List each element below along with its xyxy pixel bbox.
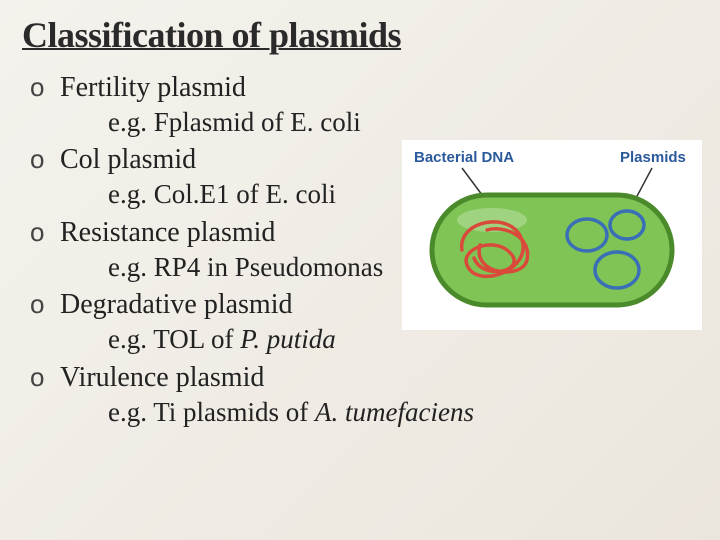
bacteria-diagram: Bacterial DNA Plasmids	[402, 140, 702, 330]
item-name: Resistance plasmid	[60, 217, 275, 249]
bullet: o	[30, 289, 60, 320]
example-text: e.g. Ti plasmids of	[108, 397, 315, 427]
bullet: o	[30, 144, 60, 175]
item-name: Fertility plasmid	[60, 72, 246, 104]
bullet: o	[30, 362, 60, 393]
bullet: o	[30, 217, 60, 248]
diagram-label-right: Plasmids	[620, 149, 686, 166]
example-text: e.g. Fplasmid of E. coli	[108, 107, 361, 137]
example-text: e.g. Col.E1 of E. coli	[108, 179, 336, 209]
item-name: Virulence plasmid	[60, 362, 264, 394]
item-name: Col plasmid	[60, 144, 196, 176]
example-text: e.g. TOL of	[108, 324, 240, 354]
list-item: o Virulence plasmid e.g. Ti plasmids of …	[30, 362, 720, 430]
item-example: e.g. Ti plasmids of A. tumefaciens	[30, 394, 720, 430]
item-example: e.g. Fplasmid of E. coli	[30, 104, 720, 140]
list-item: o Fertility plasmid e.g. Fplasmid of E. …	[30, 72, 720, 140]
bullet: o	[30, 72, 60, 103]
diagram-label-left: Bacterial DNA	[414, 149, 514, 166]
example-italic: A. tumefaciens	[315, 397, 474, 427]
example-italic: P. putida	[240, 324, 336, 354]
example-text: e.g. RP4 in Pseudomonas	[108, 252, 383, 282]
item-name: Degradative plasmid	[60, 289, 292, 321]
page-title: Classification of plasmids	[0, 0, 720, 64]
